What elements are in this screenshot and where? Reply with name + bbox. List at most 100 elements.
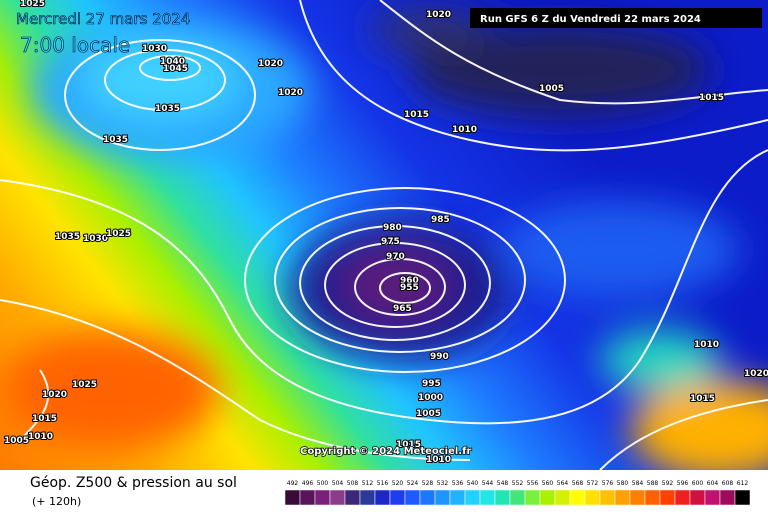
scale-swatch [689,489,706,506]
scale-label: 588 [647,480,659,487]
scale-swatch [659,489,676,506]
scale-label: 508 [347,480,359,487]
scale-label: 504 [332,480,344,487]
isobar-label: 1005 [4,436,29,446]
isobar-label: 980 [383,223,402,233]
isobar-label: 1035 [55,232,80,242]
scale-swatch [299,489,316,506]
scale-label: 600 [692,480,704,487]
map-background [0,0,768,480]
scale-label: 580 [617,480,629,487]
scale-swatch [599,489,616,506]
isobar-label: 1000 [418,393,443,403]
scale-label: 612 [737,480,749,487]
scale-swatch [434,489,451,506]
isobar-label: 1035 [103,135,128,145]
copyright: Copyright © 2024 Meteociel.fr [300,446,471,457]
scale-swatch [479,489,496,506]
scale-swatch [404,489,421,506]
isobar-label: 1030 [83,234,108,244]
isobar-label: 995 [422,379,441,389]
scale-swatch [389,489,406,506]
scale-label: 544 [482,480,494,487]
scale-label: 584 [632,480,644,487]
isobar-label: 1020 [258,59,283,69]
scale-label: 536 [452,480,464,487]
scale-swatch [644,489,661,506]
run-box [470,8,762,28]
scale-label: 604 [707,480,719,487]
scale-swatch [374,489,391,506]
scale-swatch [284,489,301,506]
isobar-label: 1025 [20,0,45,9]
scale-label: 512 [362,480,374,487]
scale-label: 532 [437,480,449,487]
isobar-label: 1010 [452,125,477,135]
forecast-time: 7:00 locale [20,33,130,57]
scale-label: 548 [497,480,509,487]
scale-label: 492 [287,480,299,487]
scale-swatch [464,489,481,506]
scale-label: 496 [302,480,314,487]
scale-label: 520 [392,480,404,487]
scale-swatch [674,489,691,506]
isobar-label: 1025 [106,229,131,239]
scale-label: 592 [662,480,674,487]
scale-label: 564 [557,480,569,487]
legend-subtitle: (+ 120h) [32,495,81,508]
scale-label: 608 [722,480,734,487]
isobar-label: 1020 [426,10,451,20]
scale-swatch [554,489,571,506]
scale-label: 540 [467,480,479,487]
scale-swatch [494,489,511,506]
isobar-label: 1025 [72,380,97,390]
scale-swatch [344,489,361,506]
scale-label: 500 [317,480,329,487]
scale-swatch [734,489,751,506]
isobar-label: 1005 [416,409,441,419]
isobar-label: 955 [400,283,419,293]
scale-swatch [314,489,331,506]
isobar-label: 1010 [28,432,53,442]
scale-label: 516 [377,480,389,487]
isobar-label: 970 [386,252,405,262]
scale-swatch [449,489,466,506]
isobar-label: 985 [431,215,450,225]
isobar-label: 1040 [160,57,185,67]
isobar-label: 1045 [163,64,188,74]
scale-label: 560 [542,480,554,487]
scale-swatch [629,489,646,506]
isobar-label: 1035 [155,104,180,114]
scale-swatch [569,489,586,506]
scale-label: 572 [587,480,599,487]
run-info: Run GFS 6 Z du Vendredi 22 mars 2024 [480,14,701,25]
forecast-date: Mercredi 27 mars 2024 [16,10,190,28]
scale-swatch [704,489,721,506]
scale-swatch [419,489,436,506]
isobar-label: 990 [430,352,449,362]
isobar-label: 1015 [690,394,715,404]
isobar-label: 965 [393,304,412,314]
isobar-label: 1020 [42,390,67,400]
scale-swatch [359,489,376,506]
scale-label: 576 [602,480,614,487]
isobar-label: 1005 [539,84,564,94]
isobar-label: 1020 [744,369,768,379]
scale-swatch [539,489,556,506]
scale-label: 568 [572,480,584,487]
scale-swatch [509,489,526,506]
isobar-label: 1020 [278,88,303,98]
isobar-label: 1015 [32,414,57,424]
scale-label: 556 [527,480,539,487]
scale-swatch [584,489,601,506]
scale-label: 524 [407,480,419,487]
scale-swatch [329,489,346,506]
isobar-label: 1010 [694,340,719,350]
isobar-label: 1010 [426,455,451,465]
scale-label: 552 [512,480,524,487]
scale-swatch [719,489,736,506]
isobar-label: 975 [381,237,400,247]
